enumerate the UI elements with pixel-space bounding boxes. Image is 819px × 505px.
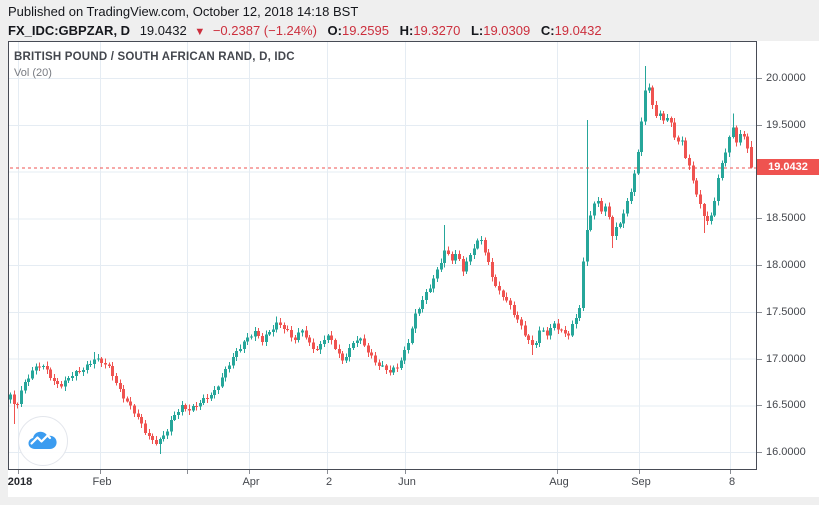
symbol-name: FX_IDC:GBPZAR, D xyxy=(8,23,131,38)
time-tick-mark xyxy=(18,470,19,474)
close-label: C: xyxy=(540,23,555,38)
price-tick-label: 16.5000 xyxy=(766,399,806,412)
price-tick-label: 20.0000 xyxy=(766,72,806,84)
time-tick-mark xyxy=(327,470,328,474)
time-tick-label: 2018 xyxy=(7,476,33,488)
time-tick-mark xyxy=(187,470,188,474)
symbol-quote-line: FX_IDC:GBPZAR, D 19.0432 ▼ −0.2387 (−1.2… xyxy=(8,22,602,41)
time-tick-label: Aug xyxy=(549,476,569,488)
time-tick-mark xyxy=(557,470,558,474)
time-axis: 2018 Feb Apr 2 Jun Aug Sep 8 xyxy=(8,470,819,497)
time-tick-mark xyxy=(730,470,731,474)
low-label: L: xyxy=(470,23,484,38)
time-tick-label: Feb xyxy=(92,476,112,488)
price-tick-mark xyxy=(757,405,762,407)
price-tick-mark xyxy=(757,124,762,126)
price-tick-label: 17.5000 xyxy=(766,305,806,318)
price-change: −0.2387 (−1.24%) xyxy=(212,23,317,38)
volume-indicator-label: Vol (20) xyxy=(14,67,52,79)
time-tick-label: Jun xyxy=(398,476,416,488)
arrow-down-icon: ▼ xyxy=(194,26,206,38)
price-tick-mark xyxy=(757,78,762,79)
time-tick-mark xyxy=(249,470,250,474)
chart-area[interactable] xyxy=(8,41,757,470)
price-tick-label: 16.0000 xyxy=(766,446,806,458)
last-price: 19.0432 xyxy=(139,23,187,38)
chart-title-block: BRITISH POUND / SOUTH AFRICAN RAND, D, I… xyxy=(14,50,295,81)
price-tick-mark xyxy=(757,265,762,266)
close-value: 19.0432 xyxy=(554,23,602,38)
time-tick-mark xyxy=(405,470,406,474)
high-value: 19.3270 xyxy=(413,23,461,38)
time-tick-label: 8 xyxy=(728,476,736,488)
price-tick-mark xyxy=(757,358,762,360)
tradingview-logo[interactable] xyxy=(18,416,68,466)
price-tick-mark xyxy=(757,452,762,453)
time-tick-mark xyxy=(639,470,640,474)
chart-title: BRITISH POUND / SOUTH AFRICAN RAND, D, I… xyxy=(14,51,295,63)
price-tick-label: 18.0000 xyxy=(766,259,806,271)
price-axis: 20.0000 19.5000 18.5000 18.0000 17.5000 17.00… xyxy=(757,41,819,470)
open-value: 19.2595 xyxy=(341,23,389,38)
tradingview-cloud-icon xyxy=(28,431,57,449)
price-tick-label: 19.5000 xyxy=(766,118,806,131)
candlestick-chart[interactable] xyxy=(9,42,756,469)
high-label: H: xyxy=(399,23,414,38)
time-tick-label: Apr xyxy=(242,476,260,488)
time-tick-label: Sep xyxy=(631,476,651,488)
published-line: Published on TradingView.com, October 12… xyxy=(8,4,359,19)
last-price-tag: 19.0432 xyxy=(757,159,819,176)
header: Published on TradingView.com, October 12… xyxy=(8,3,602,41)
time-tick-label: 2 xyxy=(325,476,333,488)
price-tick-label: 17.0000 xyxy=(766,352,806,365)
low-value: 19.0309 xyxy=(483,23,531,38)
time-tick-mark xyxy=(100,470,101,474)
price-tick-mark xyxy=(757,218,762,220)
price-tick-mark xyxy=(757,311,762,313)
price-tick-label: 18.5000 xyxy=(766,212,806,225)
open-label: O: xyxy=(327,23,342,38)
